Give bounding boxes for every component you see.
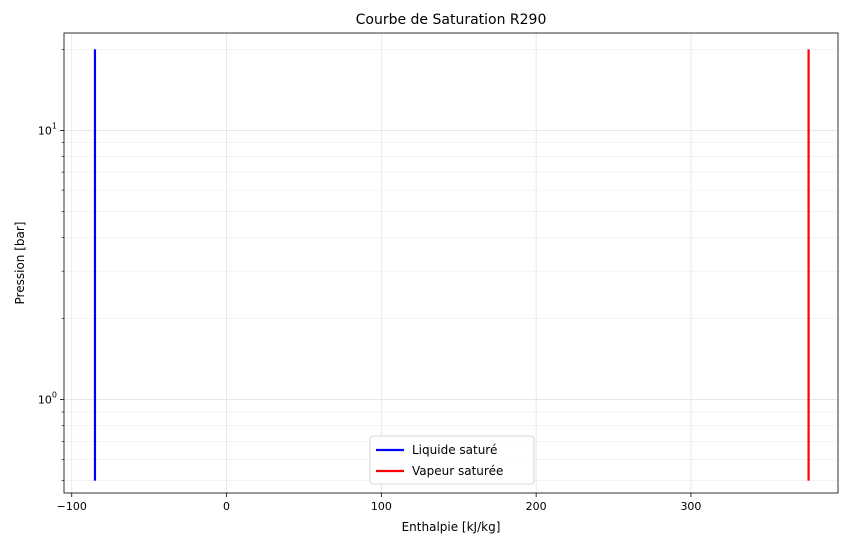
y-tick-label: 100 <box>38 391 57 407</box>
y-axis-label: Pression [bar] <box>13 222 27 305</box>
x-tick-label: 300 <box>680 500 701 513</box>
chart-title: Courbe de Saturation R290 <box>356 12 547 28</box>
plot-frame <box>63 32 839 494</box>
x-axis-label: Enthalpie [kJ/kg] <box>402 520 501 534</box>
legend-label-vapeur: Vapeur saturée <box>412 464 503 478</box>
series-lines <box>93 49 810 481</box>
legend-box <box>369 435 535 485</box>
legend-label-liquide: Liquide saturé <box>412 443 497 457</box>
x-tick-label: −100 <box>57 500 87 513</box>
legend: Liquide saturé Vapeur saturée <box>369 435 535 485</box>
grid <box>64 33 838 493</box>
x-tick-label: 200 <box>526 500 547 513</box>
x-tick-label: 100 <box>371 500 392 513</box>
y-tick-label: 101 <box>38 121 57 137</box>
axis-ticks: −100 0 100 200 300 100 101 <box>38 49 701 513</box>
x-tick-label: 0 <box>223 500 230 513</box>
